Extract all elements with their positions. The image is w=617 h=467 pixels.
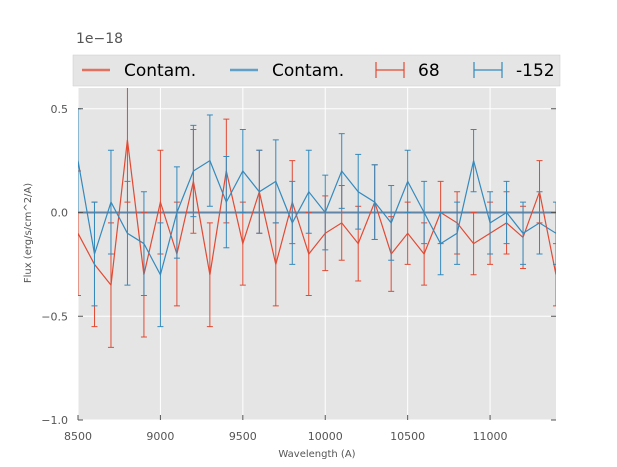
legend-label: Contam. [272, 61, 344, 81]
y-tick-label: −0.5 [41, 310, 68, 323]
y-tick-label: −1.0 [41, 414, 68, 427]
x-tick-label: 9500 [229, 430, 257, 443]
x-tick-label: 9000 [146, 430, 174, 443]
x-axis-title: Wavelength (A) [278, 449, 355, 460]
offset-label: 1e−18 [76, 31, 123, 47]
series-layer [78, 88, 556, 348]
x-tick-label: 8500 [64, 430, 92, 443]
legend-label: -152 [516, 61, 555, 81]
tick-layer: 8500 9000 9500 10000 10500 11000 −1.0 −0.5 0.0 0.… [41, 103, 556, 443]
x-tick-label: 10000 [308, 430, 343, 443]
legend: Contam. Contam. 68 -152 [82, 61, 555, 81]
legend-label: 68 [418, 61, 440, 81]
x-tick-label: 11000 [473, 430, 508, 443]
y-tick-label: 0.0 [51, 207, 69, 220]
series-line-2 [78, 139, 556, 287]
y-tick-label: 0.5 [51, 103, 69, 116]
x-tick-label: 10500 [390, 430, 425, 443]
legend-label: Contam. [124, 61, 196, 81]
series-line-3 [78, 159, 556, 277]
y-axis-title: Flux (erg/s/cm^2/A) [23, 183, 34, 283]
